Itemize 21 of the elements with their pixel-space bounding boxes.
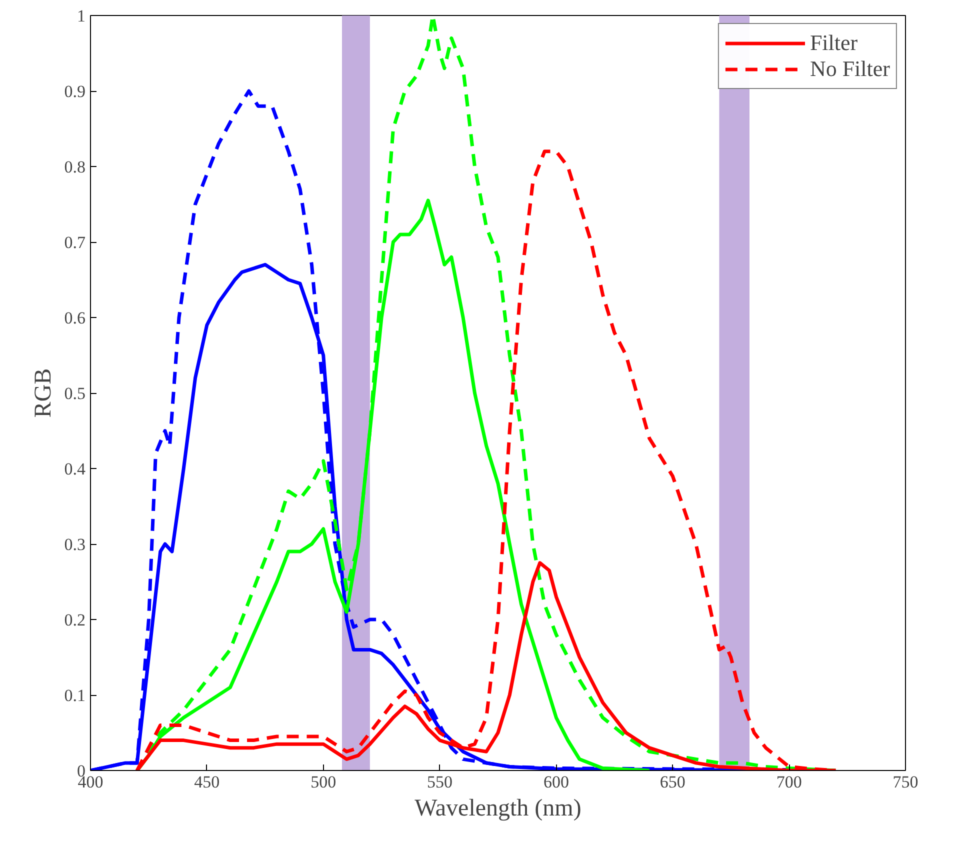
- y-tick-label: 0.4: [64, 460, 86, 478]
- y-tick-label: 0.2: [64, 610, 86, 630]
- x-tick-label: 450: [194, 772, 220, 792]
- y-tick-label: 0.5: [64, 384, 86, 403]
- y-tick-label: 1: [77, 6, 86, 26]
- x-tick-label: 700: [776, 772, 802, 792]
- y-tick-label: 0.9: [64, 82, 86, 101]
- y-tick-label: 0.3: [64, 535, 86, 554]
- x-tick-label: 500: [310, 772, 336, 792]
- y-tick-label: 0.8: [64, 158, 86, 176]
- x-tick-label: 550: [427, 772, 453, 792]
- y-tick-label: 0.1: [64, 686, 86, 705]
- legend-label: No Filter: [810, 56, 890, 82]
- x-tick-label: 650: [660, 772, 686, 792]
- y-tick-label: 0.7: [64, 233, 86, 252]
- y-tick-label: 0.6: [64, 308, 86, 328]
- legend-label: Filter: [810, 30, 858, 56]
- x-tick-label: 750: [892, 772, 918, 792]
- y-axis-title: RGB: [30, 368, 56, 418]
- x-axis-title: Wavelength (nm): [414, 796, 582, 822]
- x-tick-label: 600: [543, 772, 569, 792]
